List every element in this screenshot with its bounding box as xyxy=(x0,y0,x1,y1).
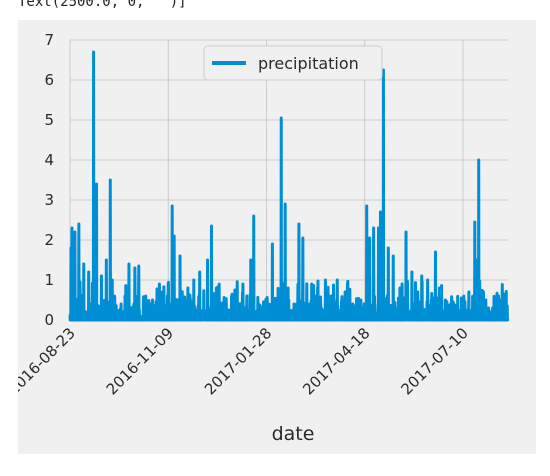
y-tick-label: 0 xyxy=(44,311,54,329)
x-tick-label: 2017-07-10 xyxy=(397,324,471,398)
y-tick-label: 1 xyxy=(44,271,54,289)
x-tick-label: 2016-08-23 xyxy=(18,324,79,398)
chart-figure: 0 1 2 3 4 5 6 7 2016-08-23 2016-11-09 2017-01-28 20… xyxy=(18,20,536,454)
y-tick-label: 7 xyxy=(44,31,54,49)
y-tick-label: 2 xyxy=(44,231,54,249)
x-tick-label: 2017-01-28 xyxy=(201,324,275,398)
x-axis-title: date xyxy=(272,423,315,445)
legend-box xyxy=(203,45,383,81)
precipitation-chart: 0 1 2 3 4 5 6 7 2016-08-23 2016-11-09 2017-01-28 20… xyxy=(18,31,510,445)
precipitation-series-line xyxy=(68,50,510,322)
y-tick-label: 5 xyxy=(44,111,54,129)
y-tick-label: 4 xyxy=(44,151,54,169)
legend-label: precipitation xyxy=(258,54,359,73)
x-tick-label: 2016-11-09 xyxy=(103,324,177,398)
output-repr-text: Text(2500.0, 0, '')] xyxy=(18,0,187,10)
y-tick-label: 6 xyxy=(44,71,54,89)
x-tick-label: 2017-04-18 xyxy=(299,324,373,398)
y-tick-label: 3 xyxy=(44,191,54,209)
